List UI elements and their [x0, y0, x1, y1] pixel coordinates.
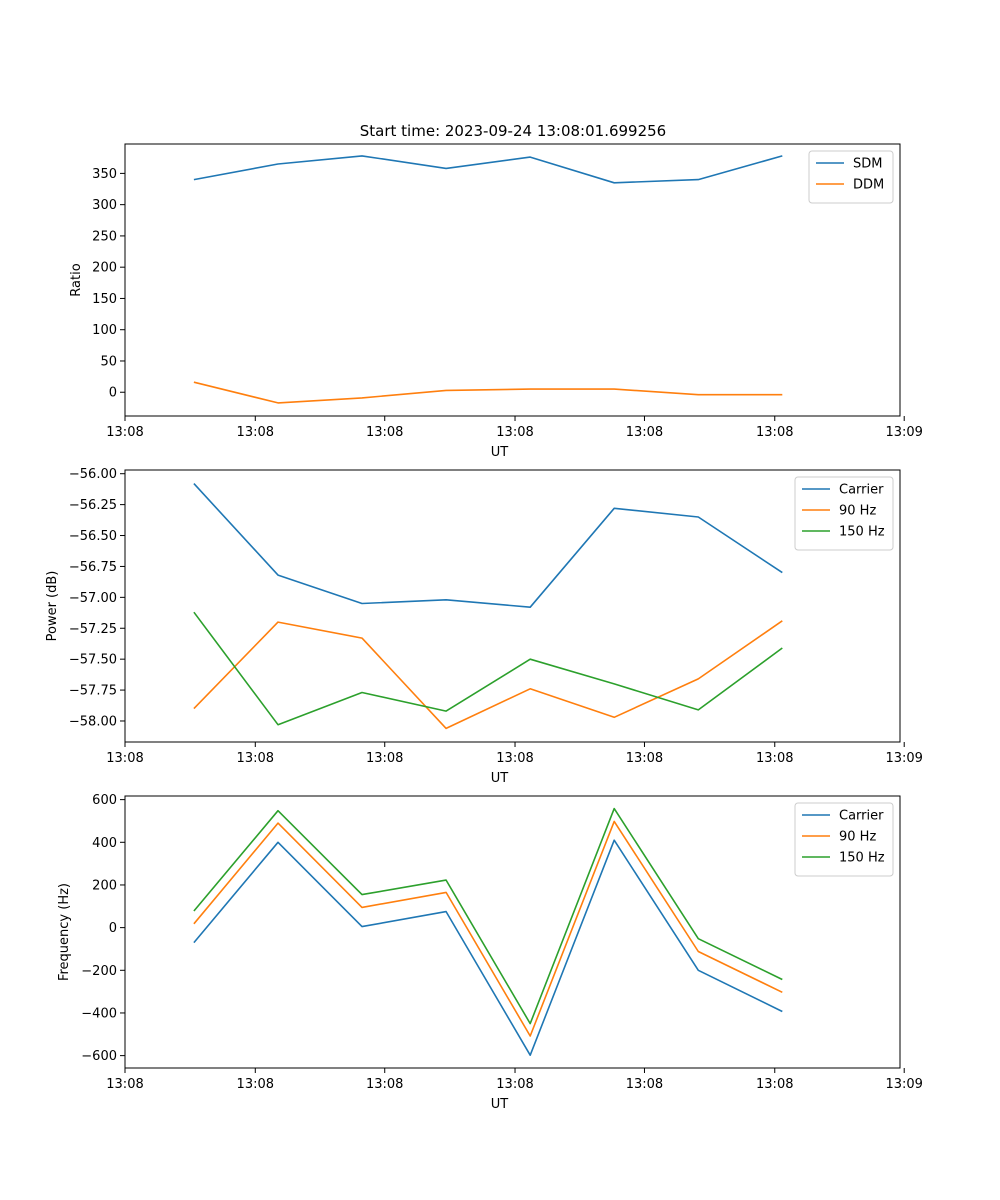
legend-label: Carrier	[839, 809, 884, 824]
y-tick-label: 300	[92, 198, 117, 213]
x-tick-label: 13:08	[756, 1077, 793, 1092]
x-tick-label: 13:08	[626, 425, 663, 440]
series-line-150-hz	[193, 611, 783, 726]
axes-frame	[124, 795, 901, 1069]
axes-frame	[124, 143, 901, 417]
x-tick-label: 13:08	[106, 425, 143, 440]
x-tick-label: 13:08	[237, 1077, 274, 1092]
x-tick-label: 13:08	[756, 425, 793, 440]
y-tick-label: −400	[81, 1006, 117, 1021]
legend: SDM DDM	[808, 150, 894, 204]
legend-label: Carrier	[839, 483, 884, 498]
y-tick-label: 400	[92, 836, 117, 851]
y-tick-label: −56.25	[69, 498, 117, 513]
x-tick-label: 13:08	[366, 425, 403, 440]
series-line-carrier	[193, 483, 783, 609]
x-axis-label: UT	[491, 445, 509, 460]
y-tick-label: 100	[92, 323, 117, 338]
y-tick-label: −58.00	[69, 714, 117, 729]
y-tick-label: −56.50	[69, 529, 117, 544]
x-axis-label: UT	[491, 1097, 509, 1112]
y-tick-label: 50	[100, 354, 117, 369]
series-line-sdm	[193, 155, 783, 184]
x-tick-label: 13:08	[496, 425, 533, 440]
legend: Carrier 90 Hz 150 Hz	[794, 476, 894, 551]
legend-box	[808, 150, 894, 204]
y-axis-label: Ratio	[69, 263, 84, 296]
figure-title: Start time: 2023-09-24 13:08:01.699256	[360, 122, 666, 140]
x-tick-label: 13:08	[237, 751, 274, 766]
x-tick-label: 13:08	[237, 425, 274, 440]
y-tick-label: 250	[92, 229, 117, 244]
chart-panel-3: 13:08 13:08 13:08 13:08 13:08 13:08 13:09 −600 −…	[57, 793, 923, 1112]
legend-label: 150 Hz	[839, 525, 885, 540]
legend-label: 150 Hz	[839, 851, 885, 866]
y-tick-label: −200	[81, 964, 117, 979]
legend-label: DDM	[853, 178, 884, 193]
legend-label: SDM	[853, 157, 882, 172]
chart-panel-1: 13:08 13:08 13:08 13:08 13:08 13:08 13:09 0 50 10…	[69, 143, 923, 460]
y-tick-label: 150	[92, 292, 117, 307]
series-line-ddm	[193, 381, 783, 404]
y-axis-label: Frequency (Hz)	[57, 883, 72, 981]
x-tick-label: 13:08	[366, 751, 403, 766]
y-tick-label: 600	[92, 793, 117, 808]
x-tick-label: 13:09	[885, 425, 922, 440]
series-line-90-hz	[193, 820, 783, 1037]
y-tick-label: 200	[92, 878, 117, 893]
legend: Carrier 90 Hz 150 Hz	[794, 802, 894, 877]
x-tick-label: 13:08	[626, 751, 663, 766]
y-tick-label: −57.50	[69, 653, 117, 668]
y-tick-label: −57.75	[69, 684, 117, 699]
x-tick-label: 13:08	[496, 751, 533, 766]
x-tick-label: 13:09	[885, 1077, 922, 1092]
x-tick-label: 13:08	[626, 1077, 663, 1092]
y-tick-label: 200	[92, 261, 117, 276]
y-tick-label: 0	[109, 386, 117, 401]
y-axis-label: Power (dB)	[45, 571, 60, 642]
x-tick-label: 13:08	[106, 1077, 143, 1092]
x-tick-label: 13:08	[756, 751, 793, 766]
y-tick-label: 0	[109, 921, 117, 936]
y-tick-label: −57.00	[69, 591, 117, 606]
y-tick-label: −600	[81, 1049, 117, 1064]
y-tick-label: −57.25	[69, 622, 117, 637]
y-tick-label: −56.75	[69, 560, 117, 575]
legend-label: 90 Hz	[839, 830, 876, 845]
x-tick-label: 13:08	[106, 751, 143, 766]
chart-panel-2: 13:08 13:08 13:08 13:08 13:08 13:08 13:09 −58.0…	[45, 467, 923, 786]
x-tick-label: 13:08	[496, 1077, 533, 1092]
series-line-90-hz	[193, 620, 783, 730]
x-tick-label: 13:08	[366, 1077, 403, 1092]
x-tick-label: 13:09	[885, 751, 922, 766]
y-tick-label: −56.00	[69, 467, 117, 482]
series-line-150-hz	[193, 807, 783, 1025]
x-axis-label: UT	[491, 771, 509, 786]
axes-frame	[124, 469, 901, 743]
series-line-carrier	[193, 839, 783, 1056]
legend-label: 90 Hz	[839, 504, 876, 519]
y-tick-label: 350	[92, 167, 117, 182]
